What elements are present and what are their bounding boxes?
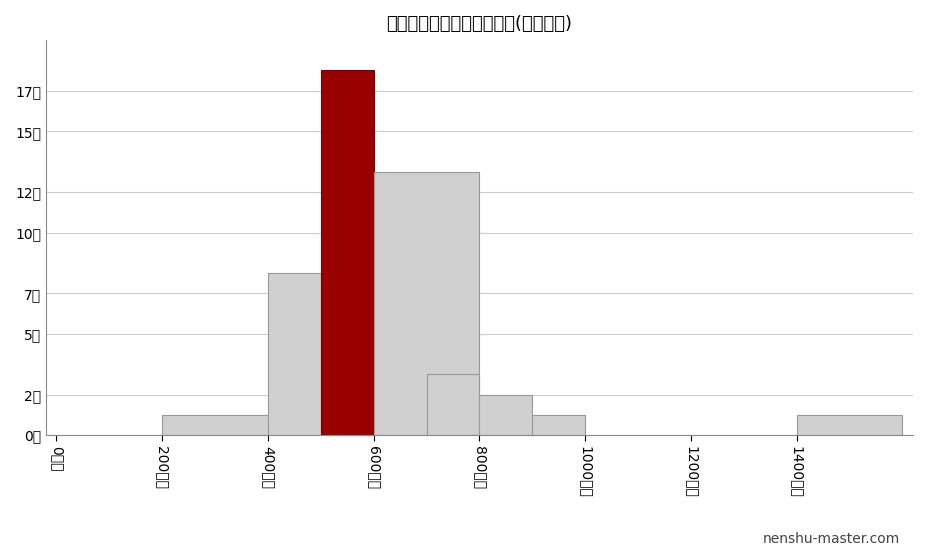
Bar <box>162 415 268 435</box>
Bar <box>374 172 479 435</box>
Bar <box>321 71 374 435</box>
Bar <box>532 415 585 435</box>
Title: 岡山製紙の年收ポジション(製紙業内): 岡山製紙の年收ポジション(製紙業内) <box>386 15 572 33</box>
Bar <box>479 394 532 435</box>
Bar <box>426 374 479 435</box>
Bar <box>795 415 901 435</box>
Text: nenshu-master.com: nenshu-master.com <box>762 532 899 546</box>
Bar <box>268 273 321 435</box>
